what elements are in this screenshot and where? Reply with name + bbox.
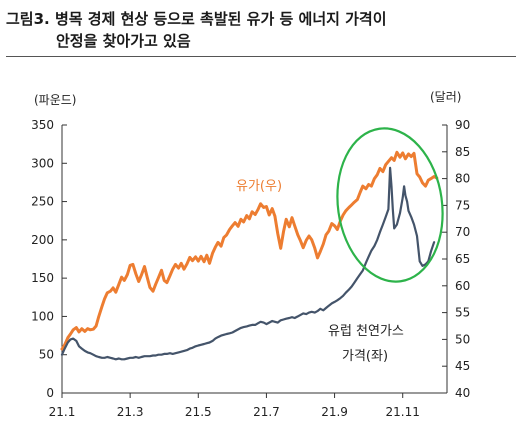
- right-tick-label: 75: [455, 198, 470, 212]
- series-annotation-label: 유럽 천연가스: [328, 324, 404, 339]
- right-tick-label: 50: [455, 332, 470, 346]
- oil-price-line: [60, 150, 439, 351]
- right-tick-label: 65: [455, 252, 470, 266]
- x-tick-label: 21.5: [185, 405, 212, 419]
- right-tick-label: 55: [455, 306, 470, 320]
- x-tick-label: 21.11: [386, 405, 420, 419]
- left-tick-label: 50: [39, 348, 54, 362]
- left-tick-label: 150: [31, 271, 54, 285]
- right-tick-label: 85: [455, 145, 470, 159]
- x-tick-label: 21.7: [253, 405, 280, 419]
- right-tick-label: 60: [455, 279, 470, 293]
- series-layer: [60, 150, 439, 361]
- right-tick-label: 90: [455, 118, 470, 132]
- left-tick-label: 0: [46, 386, 54, 400]
- right-tick-label: 45: [455, 359, 470, 373]
- series-annotation-label: 유가(우): [236, 179, 282, 194]
- left-tick-label: 250: [31, 195, 54, 209]
- title-underline: [6, 56, 516, 57]
- gas-price-line: [60, 166, 436, 361]
- left-tick-label: 300: [31, 156, 54, 170]
- x-tick-label: 21.3: [117, 405, 144, 419]
- series-annotation-label: 가격(좌): [342, 349, 388, 364]
- right-tick-label: 80: [455, 172, 470, 186]
- title-line-2: 안정을 찾아가고 있음: [56, 32, 191, 50]
- x-tick-label: 21.9: [321, 405, 348, 419]
- right-axis-unit-label: (달러): [430, 90, 461, 104]
- left-tick-label: 350: [31, 118, 54, 132]
- title-line-1: 그림3. 병목 경제 현상 등으로 촉발된 유가 등 에너지 가격이: [6, 10, 387, 28]
- left-axis-unit-label: (파운드): [34, 93, 76, 107]
- right-tick-label: 70: [455, 225, 470, 239]
- left-tick-label: 100: [31, 309, 54, 323]
- chart-axes: 0 50 100 150 200 250 300 350 40 45 50 55 60 65 70 75 80 8…: [31, 118, 470, 419]
- highlight-ellipse: [336, 127, 444, 283]
- left-tick-label: 200: [31, 233, 54, 247]
- figure-title: 그림3. 병목 경제 현상 등으로 촉발된 유가 등 에너지 가격이 안정을 찾…: [6, 8, 387, 52]
- right-tick-label: 40: [455, 386, 470, 400]
- x-tick-label: 21.1: [49, 405, 76, 419]
